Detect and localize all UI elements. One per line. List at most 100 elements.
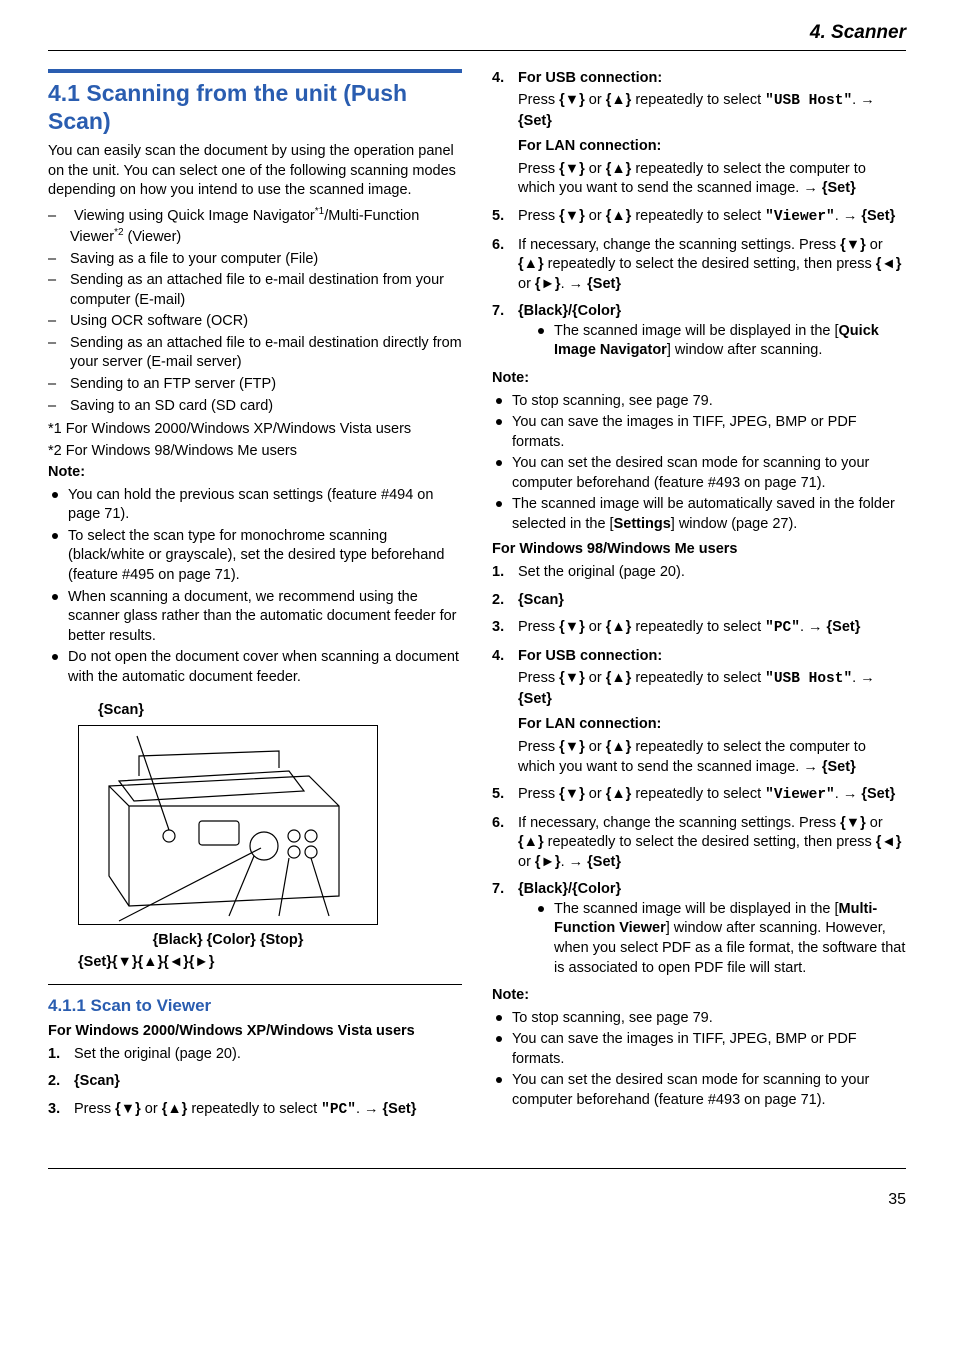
text: repeatedly to select	[631, 619, 765, 635]
step-6: If necessary, change the scanning settin…	[492, 814, 906, 873]
step-2: {Scan}	[48, 1072, 462, 1092]
lan-title: For LAN connection:	[518, 137, 906, 157]
list-item: To stop scanning, see page 79.	[492, 1009, 906, 1029]
text: Viewing using Quick Image Navigator	[74, 208, 315, 224]
lan-instruction: Press {▼} or {▲} repeatedly to select th…	[518, 738, 906, 777]
note-list-b: To stop scanning, see page 79. You can s…	[492, 1009, 906, 1111]
text: or	[518, 854, 535, 870]
key-up: {▲}	[518, 256, 544, 272]
key-set: {Set}	[857, 208, 895, 224]
arrow-icon: →	[803, 759, 818, 775]
two-column-layout: 4.1 Scanning from the unit (Push Scan) Y…	[48, 69, 906, 1129]
scanner-svg	[79, 726, 379, 926]
text: .	[835, 208, 843, 224]
note-list-a: To stop scanning, see page 79. You can s…	[492, 392, 906, 535]
key-set: {Set}	[823, 619, 861, 635]
usb-instruction: Press {▼} or {▲} repeatedly to select "U…	[518, 669, 906, 709]
key-label: {Scan}	[74, 1073, 120, 1089]
key-up: {▲}	[606, 670, 632, 686]
text: repeatedly to select	[631, 92, 765, 108]
list-item: The scanned image will be displayed in t…	[536, 322, 906, 361]
text: or	[585, 208, 606, 224]
diagram-scan-label: {Scan}	[98, 701, 462, 721]
text: repeatedly to select	[631, 786, 765, 802]
list-item: You can set the desired scan mode for sc…	[492, 1071, 906, 1110]
arrow-icon: →	[843, 208, 858, 224]
text: repeatedly to select	[631, 670, 765, 686]
list-item: To select the scan type for monochrome s…	[48, 527, 462, 586]
step-4: For USB connection: Press {▼} or {▲} rep…	[492, 69, 906, 199]
text: Press	[518, 786, 559, 802]
list-item: You can save the images in TIFF, JPEG, B…	[492, 1030, 906, 1069]
list-item: The scanned image will be displayed in t…	[536, 900, 906, 978]
step-5: Press {▼} or {▲} repeatedly to select "V…	[492, 207, 906, 228]
key-up: {▲}	[606, 786, 632, 802]
key-down: {▼}	[559, 208, 585, 224]
key-up: {▲}	[606, 161, 632, 177]
diagram-box	[78, 725, 378, 925]
text: repeatedly to select the desired setting…	[544, 834, 876, 850]
note-list: You can hold the previous scan settings …	[48, 486, 462, 688]
text: Press	[74, 1101, 115, 1117]
list-item: Sending as an attached file to e-mail de…	[48, 334, 462, 373]
text: Press	[518, 619, 559, 635]
text: .	[852, 670, 860, 686]
window-name: Settings	[614, 516, 671, 532]
text: If necessary, change the scanning settin…	[518, 815, 840, 831]
horizontal-rule	[48, 984, 462, 985]
superscript: *1	[315, 206, 324, 217]
text: repeatedly to select the desired setting…	[544, 256, 876, 272]
usb-title: For USB connection:	[518, 647, 906, 667]
key-right: {►}	[535, 276, 561, 292]
text: or	[585, 619, 606, 635]
list-item: Saving to an SD card (SD card)	[48, 397, 462, 417]
text: (Viewer)	[124, 229, 182, 245]
chapter-header: 4. Scanner	[48, 20, 906, 51]
text: or	[585, 161, 606, 177]
key-up: {▲}	[606, 208, 632, 224]
key-set: {Set}	[857, 786, 895, 802]
text: The scanned image will be displayed in t…	[554, 901, 839, 917]
note-label: Note:	[492, 369, 906, 389]
key-down: {▼}	[559, 161, 585, 177]
display-text: "USB Host"	[765, 671, 852, 687]
key-black-color: {Black}/{Color}	[518, 303, 621, 319]
windows-a-title: For Windows 2000/Windows XP/Windows Vist…	[48, 1022, 462, 1042]
text: .	[835, 786, 843, 802]
step-4: For USB connection: Press {▼} or {▲} rep…	[492, 647, 906, 777]
key-down: {▼}	[559, 739, 585, 755]
step-3: Press {▼} or {▲} repeatedly to select "P…	[492, 618, 906, 639]
key-down: {▼}	[115, 1101, 141, 1117]
lan-instruction: Press {▼} or {▲} repeatedly to select th…	[518, 160, 906, 199]
list-item: Saving as a file to your computer (File)	[48, 250, 462, 270]
text: .	[561, 854, 569, 870]
arrow-icon: →	[860, 670, 875, 686]
footer-rule	[48, 1168, 906, 1169]
arrow-icon: →	[569, 854, 584, 870]
list-item: When scanning a document, we recommend u…	[48, 588, 462, 647]
text: The scanned image will be displayed in t…	[554, 323, 839, 339]
key-set: {Set}	[518, 691, 552, 707]
text: or	[585, 92, 606, 108]
section-heading: 4.1 Scanning from the unit (Push Scan)	[48, 79, 462, 137]
text: .	[852, 92, 860, 108]
key-up: {▲}	[606, 739, 632, 755]
key-down: {▼}	[559, 619, 585, 635]
text: Press	[518, 739, 559, 755]
text: or	[585, 739, 606, 755]
step-2: {Scan}	[492, 591, 906, 611]
text: .	[561, 276, 569, 292]
key-set: {Set}	[818, 180, 856, 196]
key-set: {Set}	[818, 759, 856, 775]
right-column: For USB connection: Press {▼} or {▲} rep…	[492, 69, 906, 1129]
display-text: "Viewer"	[765, 209, 835, 225]
key-black-color: {Black}/{Color}	[518, 881, 621, 897]
text: Press	[518, 92, 559, 108]
key-set: {Set}	[518, 113, 552, 129]
key-set: {Set}	[583, 854, 621, 870]
text: repeatedly to select	[187, 1101, 321, 1117]
key-down: {▼}	[559, 670, 585, 686]
step-3: Press {▼} or {▲} repeatedly to select "P…	[48, 1100, 462, 1121]
list-item: To stop scanning, see page 79.	[492, 392, 906, 412]
list-item: Do not open the document cover when scan…	[48, 648, 462, 687]
